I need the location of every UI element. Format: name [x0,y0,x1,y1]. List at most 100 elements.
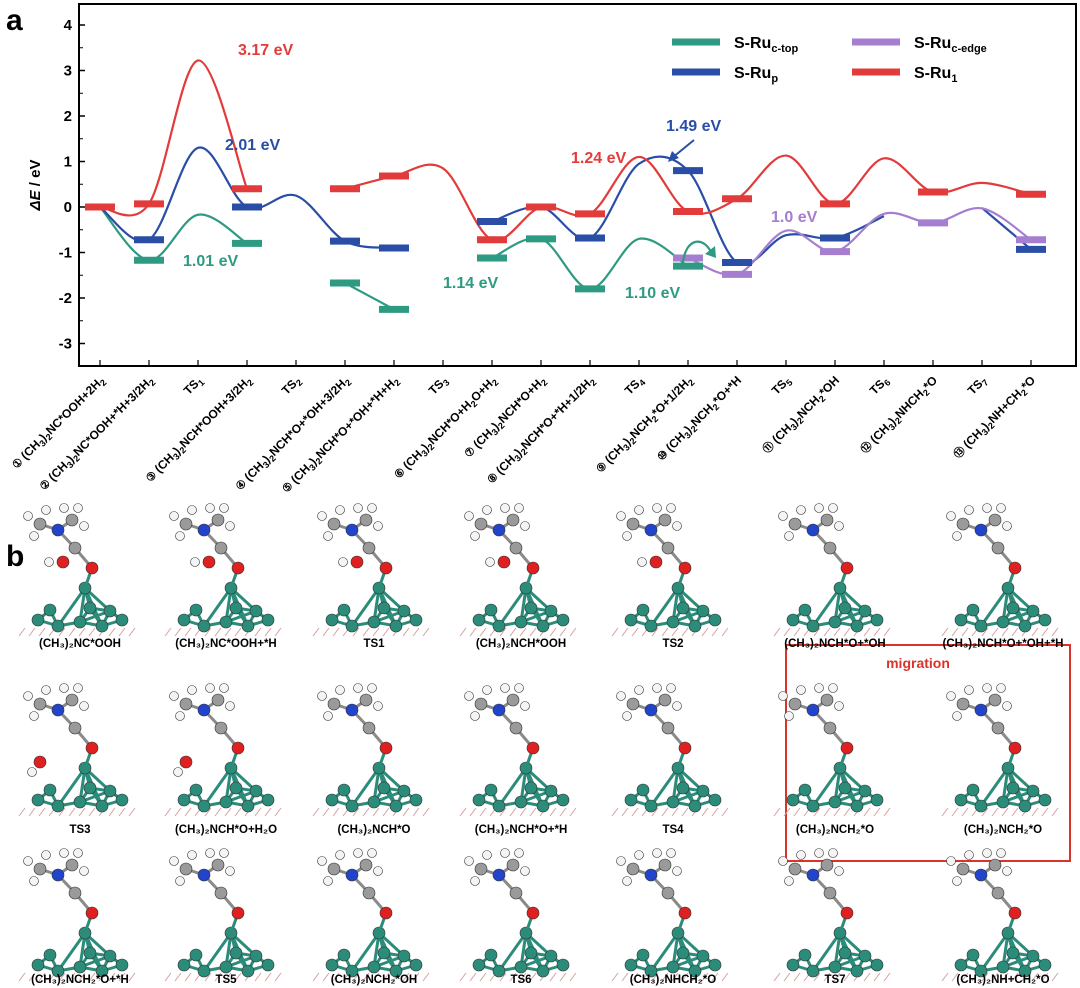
surface-hatch [941,627,949,637]
atom [197,868,211,882]
surface-hatch [362,972,370,982]
atom [636,783,650,797]
atom [652,683,662,693]
atom [814,683,824,693]
bond [649,932,680,972]
atom [509,721,523,735]
surface-hatch [88,807,96,817]
atom [1008,741,1022,755]
surface-hatch [372,807,380,817]
surface-hatch [38,627,46,637]
atom [798,948,812,962]
atom [56,555,70,569]
atom [362,721,376,735]
y-tick-label: 3 [64,63,72,80]
surface-hatch [833,627,841,637]
surface-hatch [621,972,629,982]
bond [56,587,87,627]
atom [397,604,411,618]
surface-hatch [569,807,577,817]
bond [979,767,1010,807]
atom [23,856,33,866]
surface-hatch [18,972,26,982]
surface-hatch [681,807,689,817]
surface-hatch [274,627,282,637]
surface-hatch [661,972,669,982]
surface-hatch [38,807,46,817]
atom [484,783,498,797]
surface-hatch [118,972,126,982]
atom [219,795,233,809]
atom [870,793,884,807]
atom [676,601,690,615]
surface-hatch [352,972,360,982]
atom [500,503,510,513]
structure-caption: (CH₃)₂NCH₂*O [796,824,874,836]
atom [190,557,200,567]
atom [666,615,680,629]
surface-hatch [88,972,96,982]
atom [211,858,225,872]
surface-hatch [863,807,871,817]
atom [43,948,57,962]
atom [225,521,235,531]
structure-caption: TS3 [69,824,90,836]
atom [982,503,992,513]
atom [219,848,229,858]
surface-hatch [1041,807,1049,817]
atom [229,946,243,960]
atom [644,523,658,537]
surface-hatch [509,807,517,817]
atom [51,799,65,813]
atom [249,949,263,963]
atom [696,784,710,798]
surface-hatch [721,972,729,982]
surface-hatch [711,807,719,817]
surface-hatch [883,807,891,817]
atom [362,886,376,900]
surface-hatch [204,807,212,817]
surface-hatch [264,627,272,637]
atom [33,517,47,531]
atom [85,741,99,755]
surface-hatch [312,972,320,982]
surface-hatch [28,627,36,637]
surface-hatch [362,807,370,817]
surface-hatch [773,972,781,982]
surface-hatch [661,627,669,637]
atom [514,795,528,809]
bond [811,932,842,972]
surface-hatch [843,807,851,817]
atom [261,958,275,972]
surface-hatch [479,627,487,637]
surface-hatch [58,807,66,817]
surface-hatch [951,627,959,637]
atom [482,850,492,860]
atom [838,781,852,795]
atom [974,523,988,537]
atom [211,693,225,707]
surface-hatch [128,972,136,982]
surface-hatch [214,972,222,982]
atom [41,850,51,860]
atom [624,613,638,627]
surface-hatch [274,807,282,817]
structure-model [18,683,136,817]
atom [68,886,82,900]
atom [658,693,672,707]
surface-hatch [402,627,410,637]
surface-hatch [519,972,527,982]
atom [556,613,570,627]
molecule-structures [18,503,1059,982]
atom [966,948,980,962]
structure-caption: (CH₃)₂NCH*O+*H [475,824,568,836]
surface-hatch [1041,627,1049,637]
surface-hatch [951,972,959,982]
surface-hatch [68,972,76,982]
surface-hatch [813,972,821,982]
atom [345,703,359,717]
atom [820,513,834,527]
surface-hatch [701,807,709,817]
atom [65,858,79,872]
atom [261,793,275,807]
